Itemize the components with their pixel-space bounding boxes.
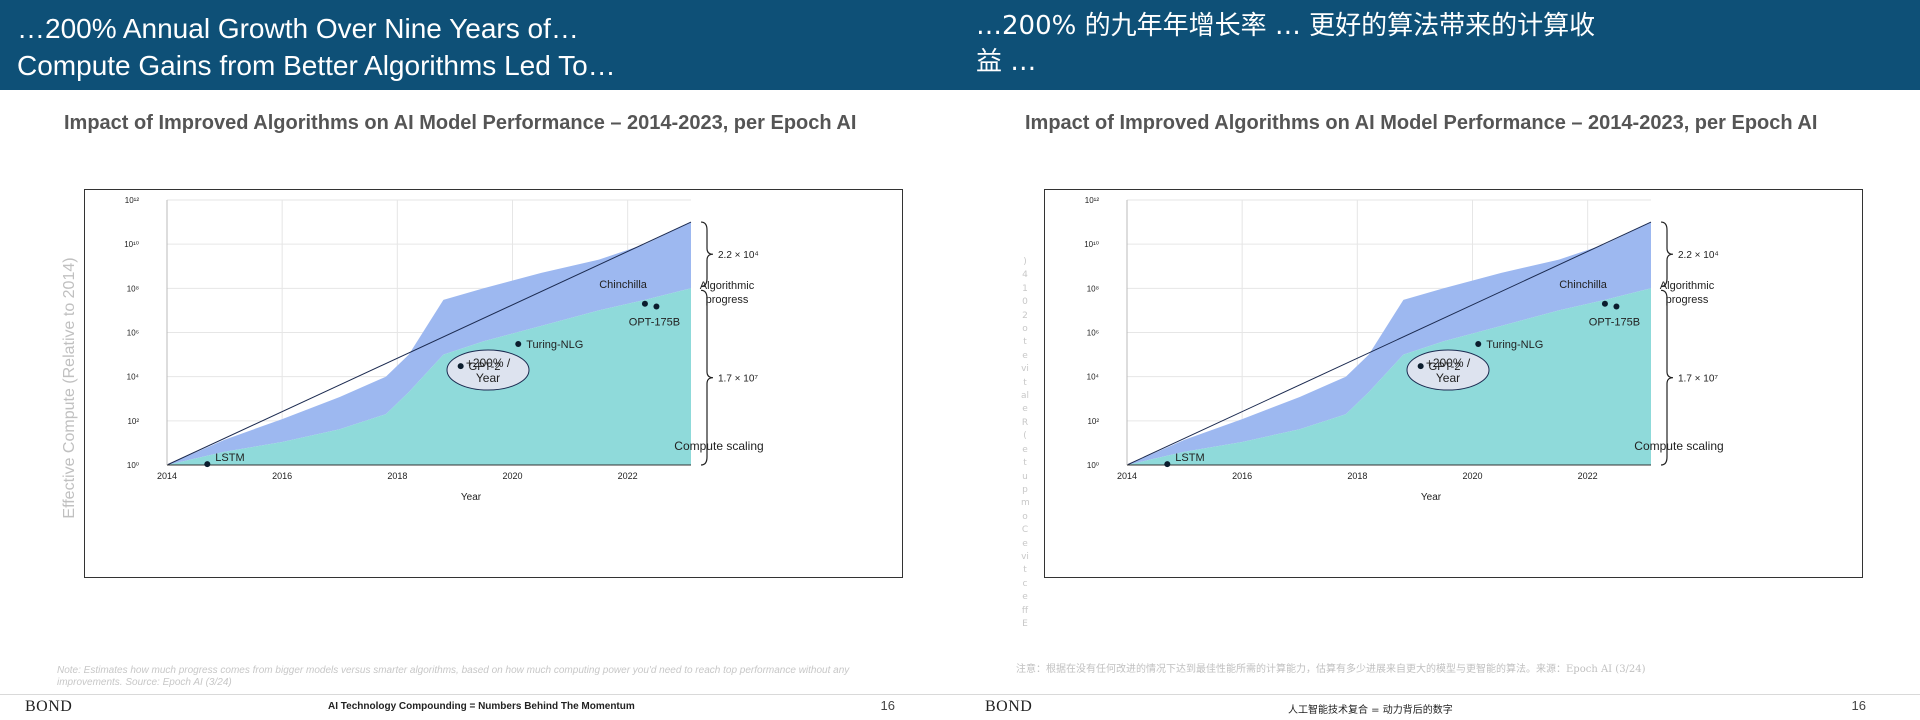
compute-scaling-area <box>1127 288 1651 465</box>
y-tick-label: 10² <box>127 417 139 426</box>
upper-bracket-label: 2.2 × 10⁴ <box>1678 250 1719 261</box>
model-point-label: OPT-175B <box>1589 317 1640 329</box>
chinese-slide: …200% 的九年年增长率 … 更好的算法带来的计算收益 … Impact of… <box>960 0 1920 720</box>
growth-rate-ellipse <box>446 349 530 391</box>
y-axis-label: Effective Compute (Relative to 2014) <box>61 257 78 519</box>
compute-scaling-area <box>167 288 691 465</box>
algorithmic-progress-label: progress <box>706 294 749 306</box>
algorithmic-progress-label: Algorithmic <box>700 280 755 292</box>
compute-scaling-label: Compute scaling <box>674 439 763 453</box>
model-point <box>653 303 660 310</box>
model-point <box>515 341 522 348</box>
upper-bracket-label: 2.2 × 10⁴ <box>718 250 759 261</box>
growth-trend-line <box>1126 221 1652 466</box>
slide-title: …200% 的九年年增长率 … 更好的算法带来的计算收益 … <box>976 11 1596 77</box>
model-point <box>1613 303 1620 310</box>
x-tick-label: 2022 <box>618 471 638 481</box>
x-tick-label: 2018 <box>1347 471 1367 481</box>
x-tick-label: 2022 <box>1578 471 1598 481</box>
lower-bracket-label: 1.7 × 10⁷ <box>1678 374 1718 385</box>
page-number: 16 <box>1851 698 1866 713</box>
y-tick-label: 10⁸ <box>1087 284 1099 293</box>
footer-caption: AI Technology Compounding = Numbers Behi… <box>328 701 635 712</box>
model-point-label: Chinchilla <box>599 279 648 291</box>
chart-title: Impact of Improved Algorithms on AI Mode… <box>1025 112 1818 134</box>
upper-bracket <box>700 221 714 287</box>
algorithmic-progress-label: progress <box>1666 294 1709 306</box>
y-tick-label: 10¹² <box>125 196 140 205</box>
x-axis-title: Year <box>1421 492 1442 503</box>
model-point-label: GPT-2 <box>469 361 501 373</box>
model-point-label: GPT-2 <box>1429 361 1461 373</box>
lower-bracket <box>1660 289 1674 466</box>
model-point <box>1475 341 1482 348</box>
x-tick-label: 2020 <box>502 471 522 481</box>
chart-title: Impact of Improved Algorithms on AI Mode… <box>64 112 857 134</box>
footer-divider <box>960 694 1920 695</box>
page-number: 16 <box>880 698 895 713</box>
model-point-label: LSTM <box>215 452 244 464</box>
model-point <box>457 363 464 370</box>
algorithm-compute-chart: 2014 2016 2018 2020 2022 10⁰ 10² 10⁴ 10⁶ 10⁸ 10¹⁰ 1… <box>124 196 763 503</box>
footer-caption: 人工智能技术复合 = 动力背后的数字 <box>1288 705 1453 716</box>
model-point <box>641 300 648 307</box>
chart-frame: 2014 2016 2018 2020 2022 10⁰ 10² 10⁴ 10⁶ 10⁸ 10¹⁰ 1… <box>1044 189 1863 578</box>
y-tick-label: 10⁰ <box>1087 461 1099 470</box>
lower-bracket <box>700 289 714 466</box>
title-banner: …200% Annual Growth Over Nine Years of… … <box>0 0 960 90</box>
y-tick-label: 10² <box>1087 417 1099 426</box>
compute-scaling-label: Compute scaling <box>1634 439 1723 453</box>
lower-bracket-label: 1.7 × 10⁷ <box>718 374 758 385</box>
source-note: Note: Estimates how much progress comes … <box>57 665 850 688</box>
english-slide: …200% Annual Growth Over Nine Years of… … <box>0 0 960 715</box>
x-tick-label: 2020 <box>1462 471 1482 481</box>
upper-bracket <box>1660 221 1674 287</box>
y-tick-label: 10¹⁰ <box>1084 240 1099 249</box>
x-tick-label: 2014 <box>157 471 177 481</box>
growth-trend-line <box>166 221 692 466</box>
model-point <box>1164 461 1171 468</box>
growth-rate-label: +200% / <box>466 356 511 370</box>
title-banner: …200% 的九年年增长率 … 更好的算法带来的计算收益 … <box>960 0 1920 90</box>
slide-title: …200% Annual Growth Over Nine Years of… … <box>17 13 616 81</box>
x-tick-label: 2016 <box>272 471 292 481</box>
y-tick-label: 10¹² <box>1085 196 1100 205</box>
growth-rate-ellipse <box>1406 349 1490 391</box>
y-tick-label: 10⁴ <box>1087 373 1100 382</box>
growth-rate-label: Year <box>1436 371 1460 385</box>
bond-logo: BOND <box>25 698 73 715</box>
x-tick-label: 2014 <box>1117 471 1137 481</box>
model-point-label: Chinchilla <box>1559 279 1608 291</box>
model-point-label: LSTM <box>1175 452 1204 464</box>
source-note: 注意：根据在没有任何改进的情况下达到最佳性能所需的计算能力，估算有多少进展来自更… <box>1016 664 1646 675</box>
y-tick-label: 10¹⁰ <box>124 240 139 249</box>
footer-divider <box>0 694 960 695</box>
model-point <box>204 461 211 468</box>
x-axis-title: Year <box>461 492 482 503</box>
algorithm-compute-chart: 2014 2016 2018 2020 2022 10⁰ 10² 10⁴ 10⁶ 10⁸ 10¹⁰ 1… <box>1084 196 1723 503</box>
y-axis-label: )4102 ot evitaleR( etupmoC evitceffE <box>1021 257 1030 629</box>
y-tick-label: 10⁰ <box>127 461 139 470</box>
model-point-label: OPT-175B <box>629 317 680 329</box>
y-tick-label: 10⁶ <box>1087 329 1099 338</box>
algorithmic-progress-label: Algorithmic <box>1660 280 1715 292</box>
x-tick-label: 2016 <box>1232 471 1252 481</box>
model-point-label: Turing-NLG <box>526 339 583 351</box>
y-tick-label: 10⁴ <box>127 373 140 382</box>
model-point-label: Turing-NLG <box>1486 339 1543 351</box>
y-tick-label: 10⁸ <box>127 284 139 293</box>
model-point <box>1417 363 1424 370</box>
model-point <box>1601 300 1608 307</box>
growth-rate-label: +200% / <box>1426 356 1471 370</box>
growth-rate-label: Year <box>476 371 500 385</box>
x-tick-label: 2018 <box>387 471 407 481</box>
bond-logo: BOND <box>985 698 1033 715</box>
chart-frame: 2014 2016 2018 2020 2022 10⁰ 10² 10⁴ 10⁶ 10⁸ 10¹⁰ 1… <box>84 189 903 578</box>
y-tick-label: 10⁶ <box>127 329 139 338</box>
